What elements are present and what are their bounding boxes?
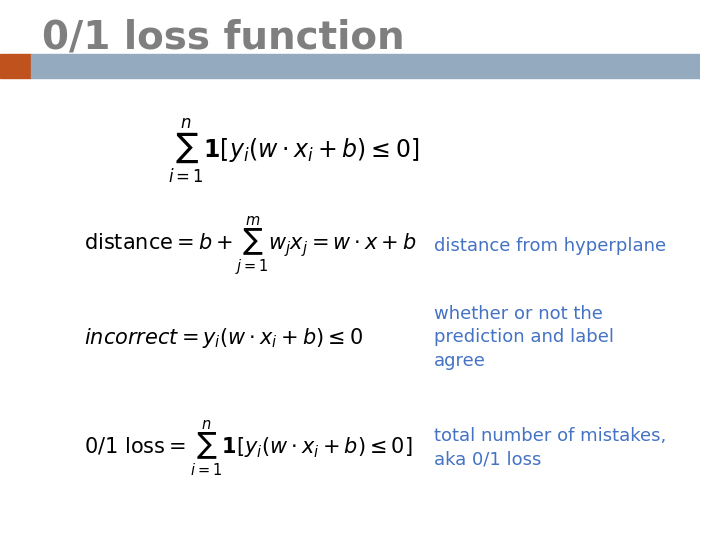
- Text: 0/1 loss function: 0/1 loss function: [42, 19, 405, 57]
- Text: whether or not the
prediction and label
agree: whether or not the prediction and label …: [434, 305, 614, 370]
- Text: total number of mistakes,
aka 0/1 loss: total number of mistakes, aka 0/1 loss: [434, 427, 666, 469]
- Text: $\mathit{incorrect} = y_i(w \cdot x_i + b) \leq 0$: $\mathit{incorrect} = y_i(w \cdot x_i + …: [84, 326, 363, 349]
- Text: $\mathrm{distance} = b + \sum_{j=1}^{m} w_j x_j = w \cdot x + b$: $\mathrm{distance} = b + \sum_{j=1}^{m} …: [84, 214, 417, 277]
- Bar: [32, 54, 700, 78]
- Bar: [0, 54, 32, 78]
- Text: $\sum_{i=1}^{n} \mathbf{1}[y_i(w \cdot x_i + b) \leq 0]$: $\sum_{i=1}^{n} \mathbf{1}[y_i(w \cdot x…: [168, 117, 420, 185]
- Text: $\mathrm{0/1\ loss} = \sum_{i=1}^{n} \mathbf{1}[y_i(w \cdot x_i + b) \leq 0]$: $\mathrm{0/1\ loss} = \sum_{i=1}^{n} \ma…: [84, 418, 413, 478]
- Text: distance from hyperplane: distance from hyperplane: [434, 237, 666, 255]
